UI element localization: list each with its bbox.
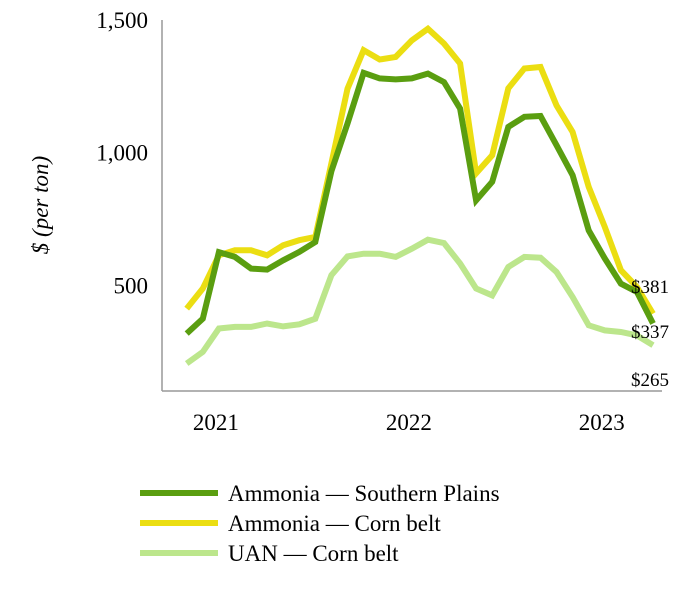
x-tick-label: 2023 xyxy=(579,410,625,435)
legend-label: Ammonia — Corn belt xyxy=(228,511,441,536)
y-tick-label: 500 xyxy=(114,273,149,298)
legend-label: UAN — Corn belt xyxy=(228,541,399,566)
x-tick-label: 2021 xyxy=(193,410,239,435)
y-axis-label: $ (per ton) xyxy=(28,156,53,254)
legend: Ammonia — Southern Plains Ammonia — Corn … xyxy=(140,481,500,566)
y-tick-label: 1,000 xyxy=(96,141,148,166)
end-label-uan-corn-belt: $265 xyxy=(631,370,669,391)
y-tick-label: 1,500 xyxy=(96,8,148,33)
legend-label: Ammonia — Southern Plains xyxy=(228,481,500,506)
end-label-southern-plains-ammonia: $337 xyxy=(631,322,669,343)
series-line-0 xyxy=(184,68,656,336)
x-tick-label: 2022 xyxy=(386,410,432,435)
series-line-2 xyxy=(184,236,655,366)
end-label-corn-belt-ammonia: $381 xyxy=(631,277,669,298)
series-line-1 xyxy=(184,24,656,316)
